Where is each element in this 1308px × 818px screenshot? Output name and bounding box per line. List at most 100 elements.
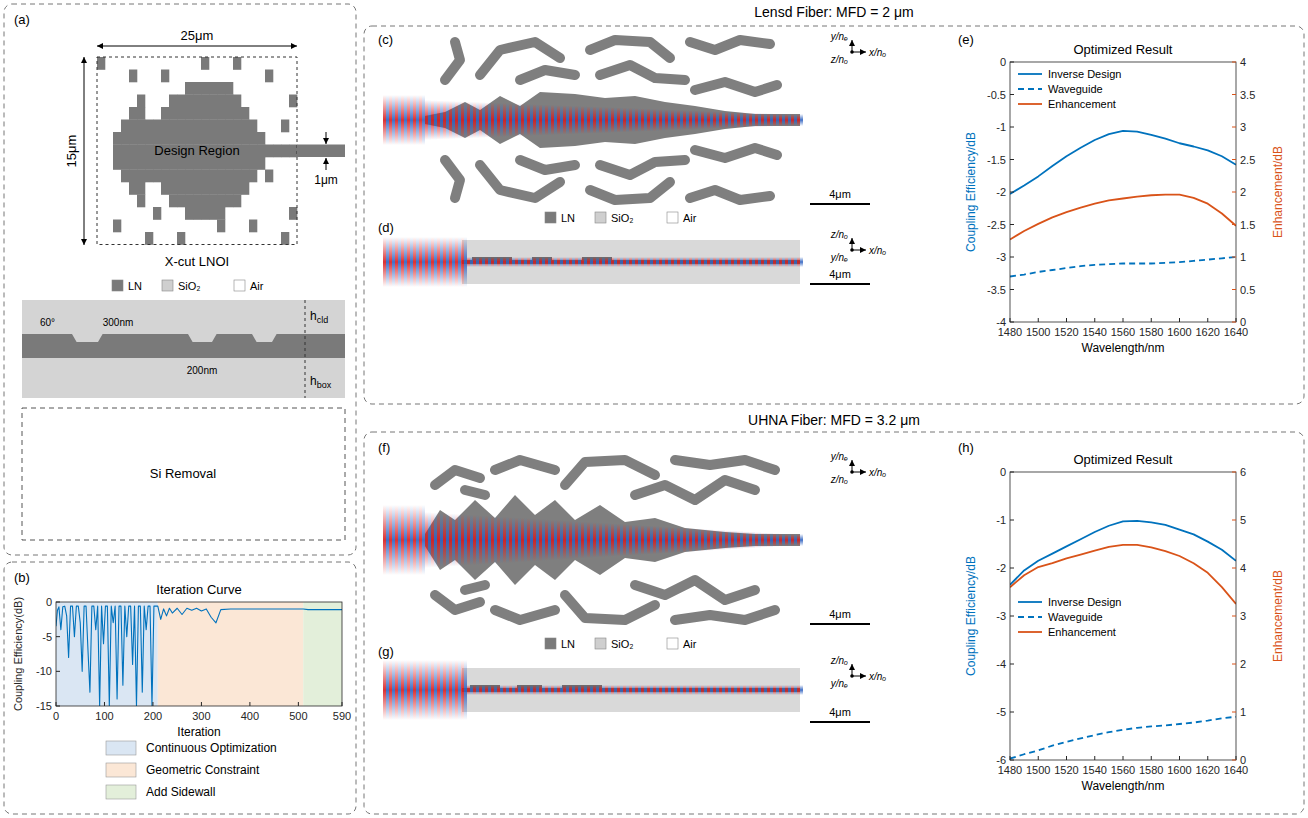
design-pixel <box>177 157 185 170</box>
field-stripe <box>527 104 530 136</box>
field-stripe <box>764 533 767 548</box>
field-stripe <box>716 111 719 129</box>
field-stripe <box>734 257 737 267</box>
field-stripe <box>479 685 482 695</box>
field-stripe <box>680 685 683 695</box>
legend-swatch <box>1018 631 1042 633</box>
field-stripe <box>635 685 638 695</box>
design-pixel <box>169 157 177 170</box>
field-stripe <box>776 533 779 546</box>
field-stripe <box>686 685 689 695</box>
label: 60° <box>40 317 55 328</box>
field-stripe <box>566 105 569 134</box>
field-stripe <box>677 685 680 695</box>
field-stripe <box>470 257 473 267</box>
panel-label: (f) <box>378 440 390 455</box>
field-stripe <box>767 533 770 547</box>
field-stripe <box>704 257 707 267</box>
field-stripe <box>431 512 434 567</box>
field-stripe <box>713 530 716 551</box>
field-stripe <box>461 101 464 138</box>
field-stripe <box>401 660 404 720</box>
field-stripe <box>539 519 542 561</box>
field-stripe <box>587 257 590 267</box>
field-stripe <box>791 257 794 267</box>
field-stripe <box>788 685 791 695</box>
label: x/nₒ <box>868 245 886 256</box>
panel-label: (c) <box>378 32 393 47</box>
material-swatch <box>595 638 606 649</box>
y2-tick-label: 1 <box>1240 706 1246 718</box>
field-stripe <box>629 685 632 695</box>
legend-label: Continuous Optimization <box>146 741 277 755</box>
label: 200nm <box>187 365 218 376</box>
design-pixel <box>137 182 145 195</box>
field-stripe <box>602 107 605 133</box>
y-tick <box>56 706 60 707</box>
field-stripe <box>800 685 803 695</box>
field-stripe <box>440 660 443 720</box>
field-stripe <box>605 257 608 267</box>
axis-arrow <box>852 250 866 251</box>
field-stripe <box>764 685 767 695</box>
field-stripe <box>563 257 566 267</box>
field-stripe <box>512 517 515 563</box>
field-stripe <box>455 660 458 720</box>
field-stripe <box>746 112 749 127</box>
field-stripe <box>386 95 389 145</box>
field-stripe <box>416 660 419 720</box>
field-stripe <box>710 257 713 267</box>
field-stripe <box>503 517 506 563</box>
field-top-view <box>383 460 803 620</box>
y-tick <box>1010 616 1014 617</box>
field-stripe <box>644 257 647 267</box>
design-pixel <box>265 70 273 83</box>
material-label: Air <box>683 212 697 224</box>
field-stripe <box>521 257 524 267</box>
design-pixel <box>217 182 225 195</box>
field-stripe <box>383 660 386 720</box>
design-pixel <box>217 170 225 183</box>
field-stripe <box>761 113 764 127</box>
field-stripe <box>557 257 560 267</box>
field-stripe <box>665 527 668 554</box>
material-label: SiO₂ <box>611 212 634 224</box>
x-tick <box>1094 318 1095 322</box>
field-stripe <box>536 685 539 695</box>
chart-title: Iteration Curve <box>156 582 241 597</box>
x-tick-label: 1540 <box>1083 326 1107 338</box>
label: Si Removal <box>150 466 217 481</box>
field-stripe <box>506 517 509 563</box>
field-stripe <box>488 102 491 137</box>
field-stripe <box>497 257 500 267</box>
panel-frame <box>4 4 356 555</box>
design-pixel <box>161 182 169 195</box>
field-stripe <box>566 685 569 695</box>
design-pixel <box>201 207 209 220</box>
field-stripe <box>524 257 527 267</box>
label: z/nₒ <box>830 229 848 240</box>
field-stripe <box>551 520 554 561</box>
field-stripe <box>416 505 419 575</box>
field-stripe <box>515 104 518 137</box>
x-tick-label: 1520 <box>1054 326 1078 338</box>
field-stripe <box>398 660 401 720</box>
label: 4μm <box>829 268 851 280</box>
field-stripe <box>731 257 734 267</box>
x-tick <box>1066 756 1067 760</box>
y-tick <box>1010 568 1014 569</box>
field-stripe <box>392 237 395 287</box>
y-tick-label: 0 <box>1000 466 1006 478</box>
chart: 0100200300400500590-15-10-50Iteration Cu… <box>12 582 351 799</box>
design-pixel <box>233 182 241 195</box>
design-pixel <box>137 195 145 208</box>
legend-label: Add Sidewall <box>146 785 215 799</box>
label: z/nₒ <box>830 655 848 666</box>
plot-area <box>1010 131 1236 277</box>
design-pixel <box>225 195 233 208</box>
design-pixel <box>129 170 137 183</box>
design-pixels <box>97 57 297 245</box>
field-stripe <box>623 524 626 556</box>
field-stripe <box>587 685 590 695</box>
design-pixel <box>137 170 145 183</box>
